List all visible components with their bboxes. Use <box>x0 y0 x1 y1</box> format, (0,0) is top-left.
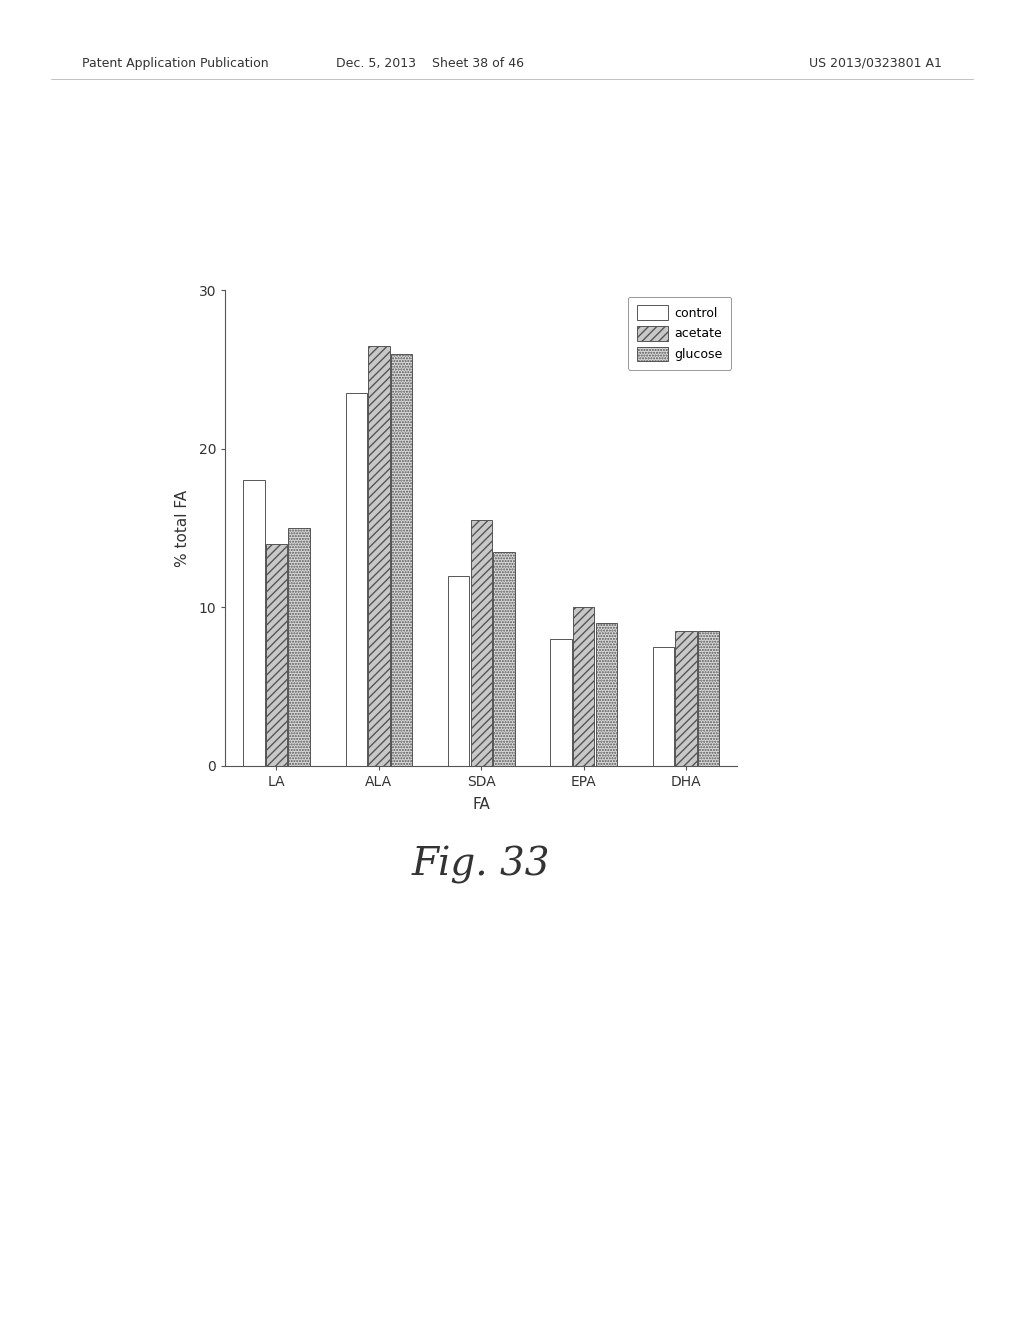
Bar <box>449 576 469 766</box>
Bar <box>289 528 309 766</box>
Bar <box>653 647 674 766</box>
Bar <box>471 520 492 766</box>
Legend: control, acetate, glucose: control, acetate, glucose <box>628 297 731 370</box>
Bar <box>494 552 514 766</box>
Bar <box>596 623 616 766</box>
Bar <box>369 346 389 766</box>
Text: Fig. 33: Fig. 33 <box>412 846 551 883</box>
Bar <box>551 639 571 766</box>
Bar <box>573 607 594 766</box>
X-axis label: FA: FA <box>472 797 490 812</box>
Text: Dec. 5, 2013    Sheet 38 of 46: Dec. 5, 2013 Sheet 38 of 46 <box>336 57 524 70</box>
Bar <box>266 544 287 766</box>
Bar <box>244 480 264 766</box>
Text: Patent Application Publication: Patent Application Publication <box>82 57 268 70</box>
Bar <box>346 393 367 766</box>
Bar <box>698 631 719 766</box>
Text: US 2013/0323801 A1: US 2013/0323801 A1 <box>809 57 942 70</box>
Bar <box>391 354 412 766</box>
Bar <box>676 631 696 766</box>
Y-axis label: % total FA: % total FA <box>175 490 190 566</box>
